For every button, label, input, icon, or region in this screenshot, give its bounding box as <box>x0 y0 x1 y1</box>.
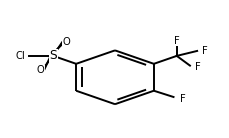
Text: F: F <box>201 46 207 56</box>
Text: O: O <box>62 37 70 47</box>
Text: O: O <box>36 65 44 75</box>
Text: Cl: Cl <box>16 51 26 61</box>
Text: F: F <box>194 62 200 72</box>
Text: F: F <box>173 36 179 46</box>
Text: F: F <box>179 94 184 104</box>
Text: S: S <box>49 49 57 62</box>
